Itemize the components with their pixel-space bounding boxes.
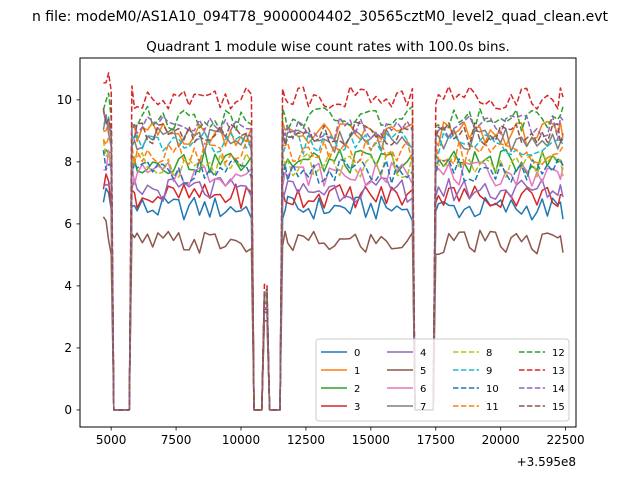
- legend-label-6: 6: [420, 384, 426, 395]
- x-tick-label: 7500: [161, 433, 192, 447]
- x-tick-label: 12500: [287, 433, 325, 447]
- series-line-11: [102, 137, 564, 411]
- y-tick-label: 0: [64, 403, 72, 417]
- series-line-9: [103, 116, 564, 411]
- series-line-12: [102, 92, 564, 411]
- legend-label-8: 8: [486, 348, 492, 359]
- x-tick-label: 5000: [96, 433, 127, 447]
- y-tick-label: 8: [64, 155, 72, 169]
- legend-label-14: 14: [552, 384, 565, 395]
- legend-box: [315, 338, 570, 422]
- x-tick-label: 10000: [222, 433, 260, 447]
- legend-label-0: 0: [354, 348, 360, 359]
- series-line-13: [103, 72, 564, 411]
- y-tick-label: 2: [64, 341, 72, 355]
- series-line-10: [102, 150, 564, 411]
- plot-area-frame: [79, 57, 577, 428]
- series-line-2: [102, 148, 564, 411]
- x-tick-label: 15000: [352, 433, 390, 447]
- series-line-15: [102, 108, 564, 411]
- legend-label-11: 11: [486, 402, 499, 413]
- legend-label-12: 12: [552, 348, 565, 359]
- y-tick-label: 10: [57, 93, 72, 107]
- y-tick-label: 4: [64, 279, 72, 293]
- legend-label-3: 3: [354, 402, 360, 413]
- legend-label-1: 1: [354, 366, 360, 377]
- legend-label-5: 5: [420, 366, 426, 377]
- chart-title: Quadrant 1 module wise count rates with …: [146, 40, 509, 55]
- series-line-14: [102, 110, 564, 411]
- series-line-7: [102, 113, 564, 411]
- legend-label-7: 7: [420, 402, 426, 413]
- legend-label-10: 10: [486, 384, 499, 395]
- x-offset-label: +3.595e8: [517, 455, 576, 469]
- legend-label-4: 4: [420, 348, 426, 359]
- legend-label-2: 2: [354, 384, 360, 395]
- legend-label-13: 13: [552, 366, 565, 377]
- legend-label-9: 9: [486, 366, 492, 377]
- x-tick-label: 20000: [482, 433, 520, 447]
- series-line-8: [102, 140, 564, 411]
- x-tick-label: 22500: [547, 433, 585, 447]
- x-tick-label: 17500: [417, 433, 455, 447]
- series-line-5: [102, 216, 564, 411]
- figure-suptitle: n file: modeM0/AS1A10_094T78_9000004402_…: [32, 9, 609, 25]
- legend-label-15: 15: [552, 402, 565, 413]
- y-tick-label: 6: [64, 217, 72, 231]
- series-line-0: [102, 187, 564, 411]
- series-line-4: [102, 176, 564, 411]
